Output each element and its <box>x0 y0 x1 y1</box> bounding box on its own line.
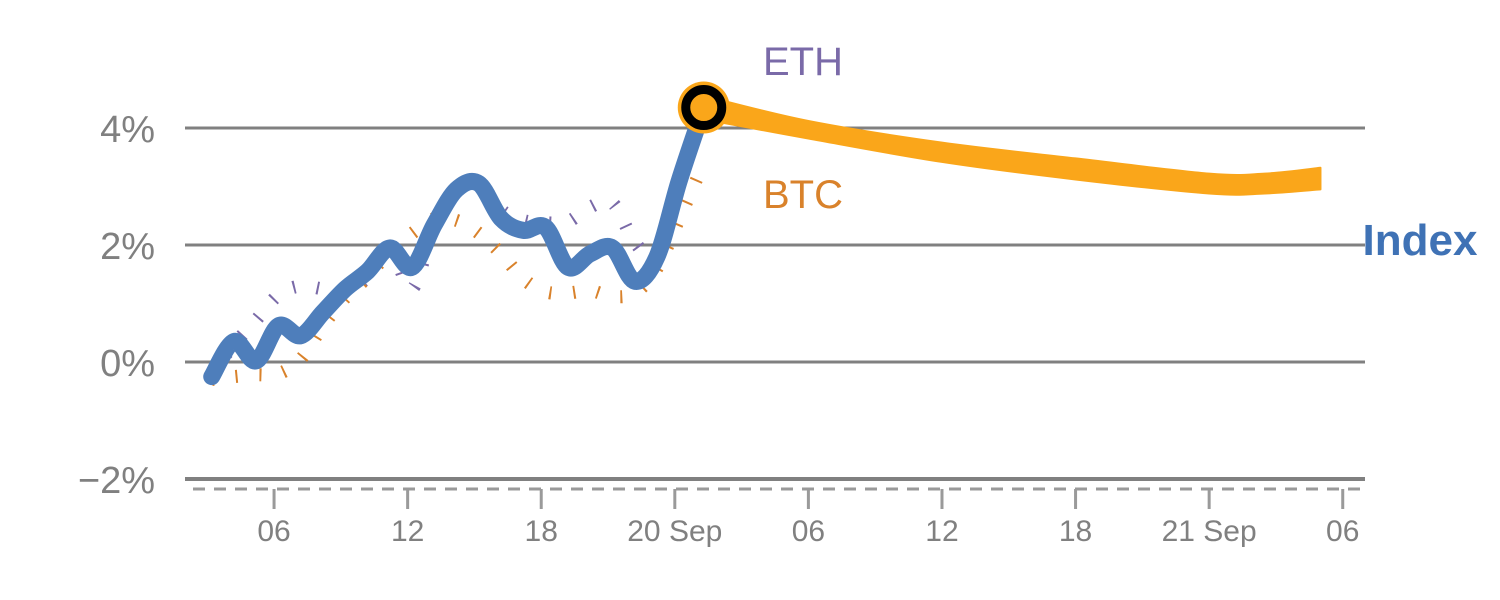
x-tick-label: 18 <box>525 515 558 548</box>
x-tick-label: 06 <box>257 515 290 548</box>
x-tickmarks-group <box>272 489 1345 509</box>
x-tick-label: 12 <box>391 515 424 548</box>
x-tick-label: 20 Sep <box>627 515 722 548</box>
current-point-marker[interactable] <box>681 85 727 131</box>
y-tick-label: 2% <box>100 226 155 268</box>
x-tick-label: 21 Sep <box>1162 515 1257 548</box>
eth-label: ETH <box>763 40 843 84</box>
x-tick-label: 06 <box>1326 515 1359 548</box>
forecast-band-btc <box>702 94 1322 196</box>
annotations-group: ETH BTC Index <box>763 40 1478 265</box>
x-tick-label: 18 <box>1059 515 1092 548</box>
y-tick-label: −2% <box>78 460 155 502</box>
series-line-index <box>203 99 713 386</box>
y-tick-label: 0% <box>100 343 155 385</box>
x-tick-label: 12 <box>925 515 958 548</box>
x-tick-label: 06 <box>792 515 825 548</box>
index-label: Index <box>1363 216 1478 265</box>
y-tick-label: 4% <box>100 109 155 151</box>
x-tick-labels-group: 06 12 18 20 Sep 06 12 18 21 Sep 06 <box>257 515 1359 548</box>
btc-label: BTC <box>763 173 843 217</box>
y-tick-labels-group: 4% 2% 0% −2% <box>78 109 155 502</box>
series-line-btc <box>210 160 710 386</box>
series-group <box>203 81 1322 386</box>
